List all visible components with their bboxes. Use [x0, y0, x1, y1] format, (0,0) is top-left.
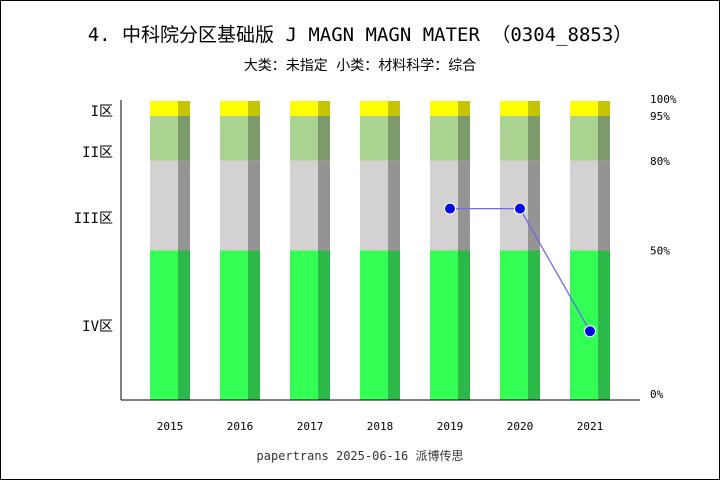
- chart-subtitle: 大类：未指定 小类：材料科学：综合: [243, 58, 477, 74]
- x-tick-label: 2019: [437, 420, 464, 433]
- percent-tick-label: 100%: [650, 93, 677, 106]
- bar-segment-2019-2: [430, 115, 458, 161]
- bar-segment-side-2017-2: [318, 115, 330, 161]
- bar-segment-2021-1: [570, 160, 598, 251]
- zone-label: IV区: [82, 319, 113, 335]
- bar-segment-2020-0: [500, 250, 528, 400]
- bar-segment-side-2017-1: [318, 160, 330, 251]
- bar-segment-side-2016-3: [248, 101, 260, 116]
- zone-labels: I区 II区 III区 IV区: [74, 104, 113, 335]
- bar-segment-2016-3: [220, 101, 248, 116]
- percent-tick-labels: 0% 50% 80% 95% 100%: [650, 93, 677, 401]
- bar-segment-2021-2: [570, 115, 598, 161]
- bar-segment-2015-3: [150, 101, 178, 116]
- bar-segment-2019-0: [430, 250, 458, 400]
- zone-label: I区: [91, 104, 113, 120]
- series-group: [444, 202, 596, 338]
- bar-segment-side-2018-2: [388, 115, 400, 161]
- bar-segment-2017-3: [290, 101, 318, 116]
- bar-group: [150, 101, 610, 400]
- data-point-2019: [444, 202, 456, 215]
- percent-tick-label: 95%: [650, 110, 670, 123]
- bar-segment-side-2021-3: [598, 101, 610, 116]
- axes: [120, 100, 640, 401]
- x-tick-label: 2020: [507, 420, 534, 433]
- bar-segment-2021-3: [570, 101, 598, 116]
- bar-segment-2020-3: [500, 101, 528, 116]
- bar-segment-2021-0: [570, 250, 598, 400]
- bar-segment-side-2017-0: [318, 250, 330, 400]
- bar-segment-2015-0: [150, 250, 178, 400]
- bar-segment-side-2015-2: [178, 115, 190, 161]
- bar-segment-2017-0: [290, 250, 318, 400]
- bar-segment-2018-1: [360, 160, 388, 251]
- bar-segment-2017-1: [290, 160, 318, 251]
- bar-segment-side-2019-1: [458, 160, 470, 251]
- bar-segment-side-2019-0: [458, 250, 470, 400]
- bar-segment-side-2018-3: [388, 101, 400, 116]
- data-point-2020: [514, 202, 526, 215]
- zone-label: III区: [74, 211, 113, 227]
- bar-segment-side-2018-1: [388, 160, 400, 251]
- x-tick-label: 2018: [367, 420, 394, 433]
- chart-title: 4. 中科院分区基础版 J MAGN MAGN MATER （0304_8853…: [87, 24, 633, 46]
- bar-segment-2016-0: [220, 250, 248, 400]
- x-tick-label: 2015: [157, 420, 184, 433]
- bar-segment-side-2020-0: [528, 250, 540, 400]
- bar-segment-2016-2: [220, 115, 248, 161]
- bar-segment-side-2015-1: [178, 160, 190, 251]
- bar-segment-side-2018-0: [388, 250, 400, 400]
- x-tick-label: 2017: [297, 420, 324, 433]
- bar-segment-side-2019-3: [458, 101, 470, 116]
- bar-segment-side-2016-0: [248, 250, 260, 400]
- bar-segment-side-2021-2: [598, 115, 610, 161]
- bar-segment-2015-2: [150, 115, 178, 161]
- bar-segment-side-2016-1: [248, 160, 260, 251]
- bar-segment-2018-0: [360, 250, 388, 400]
- x-tick-label: 2016: [227, 420, 254, 433]
- bar-segment-2018-2: [360, 115, 388, 161]
- bar-segment-side-2019-2: [458, 115, 470, 161]
- bar-segment-side-2021-1: [598, 160, 610, 251]
- bar-segment-side-2020-2: [528, 115, 540, 161]
- bar-segment-side-2015-0: [178, 250, 190, 400]
- bar-segment-2015-1: [150, 160, 178, 251]
- bar-segment-side-2020-1: [528, 160, 540, 251]
- zone-label: II区: [82, 145, 113, 161]
- bar-segment-2019-3: [430, 101, 458, 116]
- bar-segment-side-2017-3: [318, 101, 330, 116]
- data-point-2021: [584, 325, 596, 338]
- bar-segment-2018-3: [360, 101, 388, 116]
- bar-segment-side-2020-3: [528, 101, 540, 116]
- bar-segment-side-2015-3: [178, 101, 190, 116]
- percent-tick-label: 50%: [650, 245, 670, 258]
- x-tick-labels: 2015 2016 2017 2018 2019 2020 2021: [157, 420, 604, 433]
- bar-segment-2017-2: [290, 115, 318, 161]
- percent-tick-label: 0%: [650, 388, 664, 401]
- bar-segment-side-2016-2: [248, 115, 260, 161]
- x-tick-label: 2021: [577, 420, 604, 433]
- percent-tick-label: 80%: [650, 155, 670, 168]
- footer-credit: papertrans 2025-06-16 派博传思: [256, 449, 464, 463]
- bar-segment-side-2021-0: [598, 250, 610, 400]
- bar-segment-2020-2: [500, 115, 528, 161]
- bar-segment-2016-1: [220, 160, 248, 251]
